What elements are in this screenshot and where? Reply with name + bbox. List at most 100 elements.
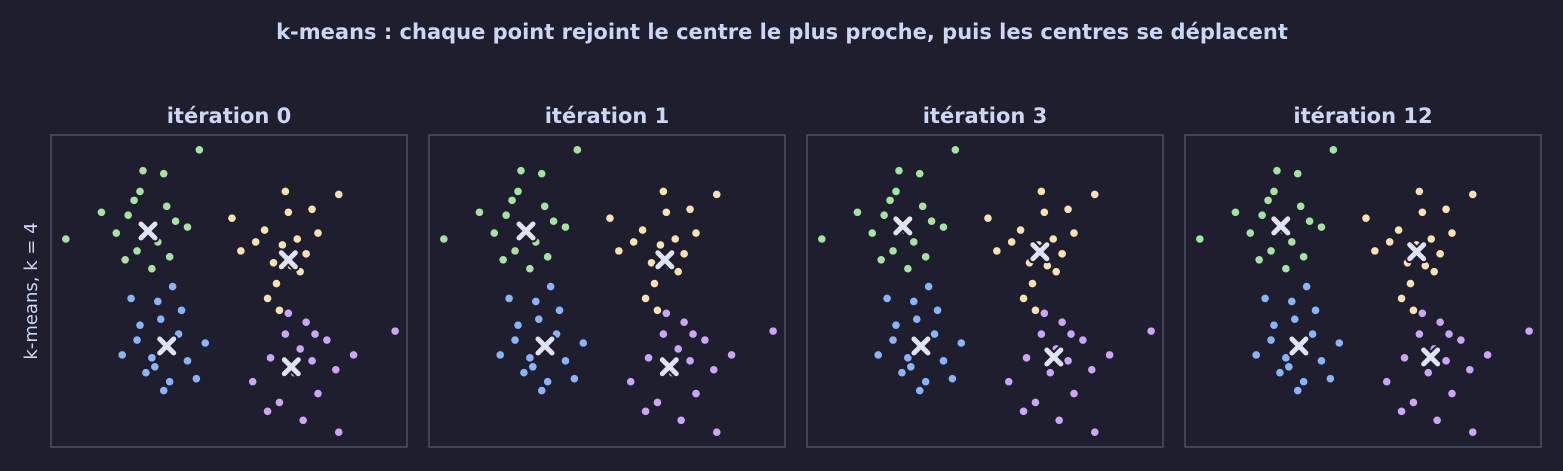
data-point — [118, 351, 126, 359]
data-point — [674, 345, 682, 353]
data-point — [1302, 282, 1311, 291]
data-point — [1070, 389, 1078, 398]
data-point — [1052, 267, 1060, 276]
data-point — [1022, 354, 1031, 362]
data-point — [1276, 368, 1284, 377]
data-point — [898, 368, 906, 377]
data-point — [349, 351, 358, 359]
data-point — [508, 196, 516, 205]
data-point — [853, 208, 862, 217]
data-point — [1282, 354, 1290, 362]
data-point — [1448, 229, 1456, 237]
data-point — [534, 315, 543, 324]
data-point — [1288, 297, 1296, 306]
data-point — [993, 247, 1001, 255]
data-point — [868, 229, 877, 237]
data-point — [192, 374, 201, 383]
data-point — [1261, 294, 1269, 303]
data-point — [1043, 261, 1052, 270]
data-point — [496, 351, 505, 359]
data-point — [912, 315, 921, 324]
data-point — [1415, 187, 1424, 196]
centroid — [516, 221, 536, 241]
data-point — [505, 294, 513, 303]
data-point — [606, 214, 614, 222]
data-point — [1037, 330, 1046, 338]
data-point — [1079, 336, 1087, 344]
data-point — [151, 362, 159, 371]
data-point — [874, 351, 882, 359]
data-point — [171, 217, 180, 225]
data-point — [1335, 339, 1344, 347]
data-point — [712, 428, 721, 436]
data-point — [1308, 330, 1317, 338]
data-point — [308, 205, 316, 214]
centroid — [278, 250, 298, 270]
data-point — [1409, 398, 1418, 407]
data-point — [1311, 306, 1320, 315]
data-point — [895, 166, 903, 175]
data-point — [296, 345, 305, 353]
data-point — [546, 282, 555, 291]
data-point — [1264, 196, 1272, 205]
data-point — [1255, 255, 1263, 264]
data-point — [275, 398, 284, 407]
data-point — [1326, 374, 1335, 383]
y-axis-label: k-means, k = 4 — [21, 222, 42, 359]
data-point — [511, 247, 519, 255]
centroid — [659, 357, 679, 377]
data-point — [677, 416, 685, 425]
data-point — [674, 267, 682, 276]
data-point — [957, 339, 966, 347]
data-point — [662, 208, 671, 217]
data-point — [948, 374, 957, 383]
data-point — [1196, 235, 1204, 243]
data-point — [889, 336, 897, 344]
data-point — [892, 321, 900, 329]
data-point — [1090, 428, 1099, 436]
data-point — [939, 223, 948, 231]
data-point — [148, 264, 156, 273]
data-point — [555, 306, 564, 315]
data-point — [1466, 365, 1474, 374]
centroid — [281, 357, 301, 377]
data-point — [502, 211, 510, 220]
data-point — [165, 377, 174, 386]
data-point — [1070, 229, 1078, 237]
data-point — [930, 330, 939, 338]
data-point — [272, 279, 281, 288]
data-point — [641, 294, 650, 303]
data-point — [701, 336, 709, 344]
data-point — [549, 217, 558, 225]
data-point — [263, 407, 272, 416]
data-point — [1147, 327, 1155, 335]
centroid — [911, 336, 931, 356]
centroid — [535, 336, 555, 356]
data-point — [251, 238, 260, 246]
data-point — [650, 279, 659, 288]
data-point — [302, 250, 310, 258]
data-point — [680, 250, 688, 258]
data-point — [727, 351, 736, 359]
data-point — [162, 202, 171, 211]
data-point — [1385, 238, 1394, 246]
data-point — [537, 386, 546, 395]
data-point — [1468, 428, 1477, 436]
data-point — [314, 229, 322, 237]
data-point — [1049, 235, 1058, 243]
data-point — [148, 354, 156, 362]
data-point — [526, 354, 534, 362]
data-point — [692, 389, 700, 398]
data-point — [97, 208, 106, 217]
data-point — [1442, 205, 1450, 214]
data-point — [1448, 389, 1456, 398]
centroid — [1421, 347, 1441, 367]
data-point — [573, 146, 582, 154]
data-point — [1258, 211, 1266, 220]
data-point — [334, 428, 343, 436]
data-point — [641, 407, 650, 416]
data-point — [526, 264, 534, 273]
data-point — [332, 365, 340, 374]
data-point — [121, 255, 129, 264]
data-point — [1037, 187, 1046, 196]
